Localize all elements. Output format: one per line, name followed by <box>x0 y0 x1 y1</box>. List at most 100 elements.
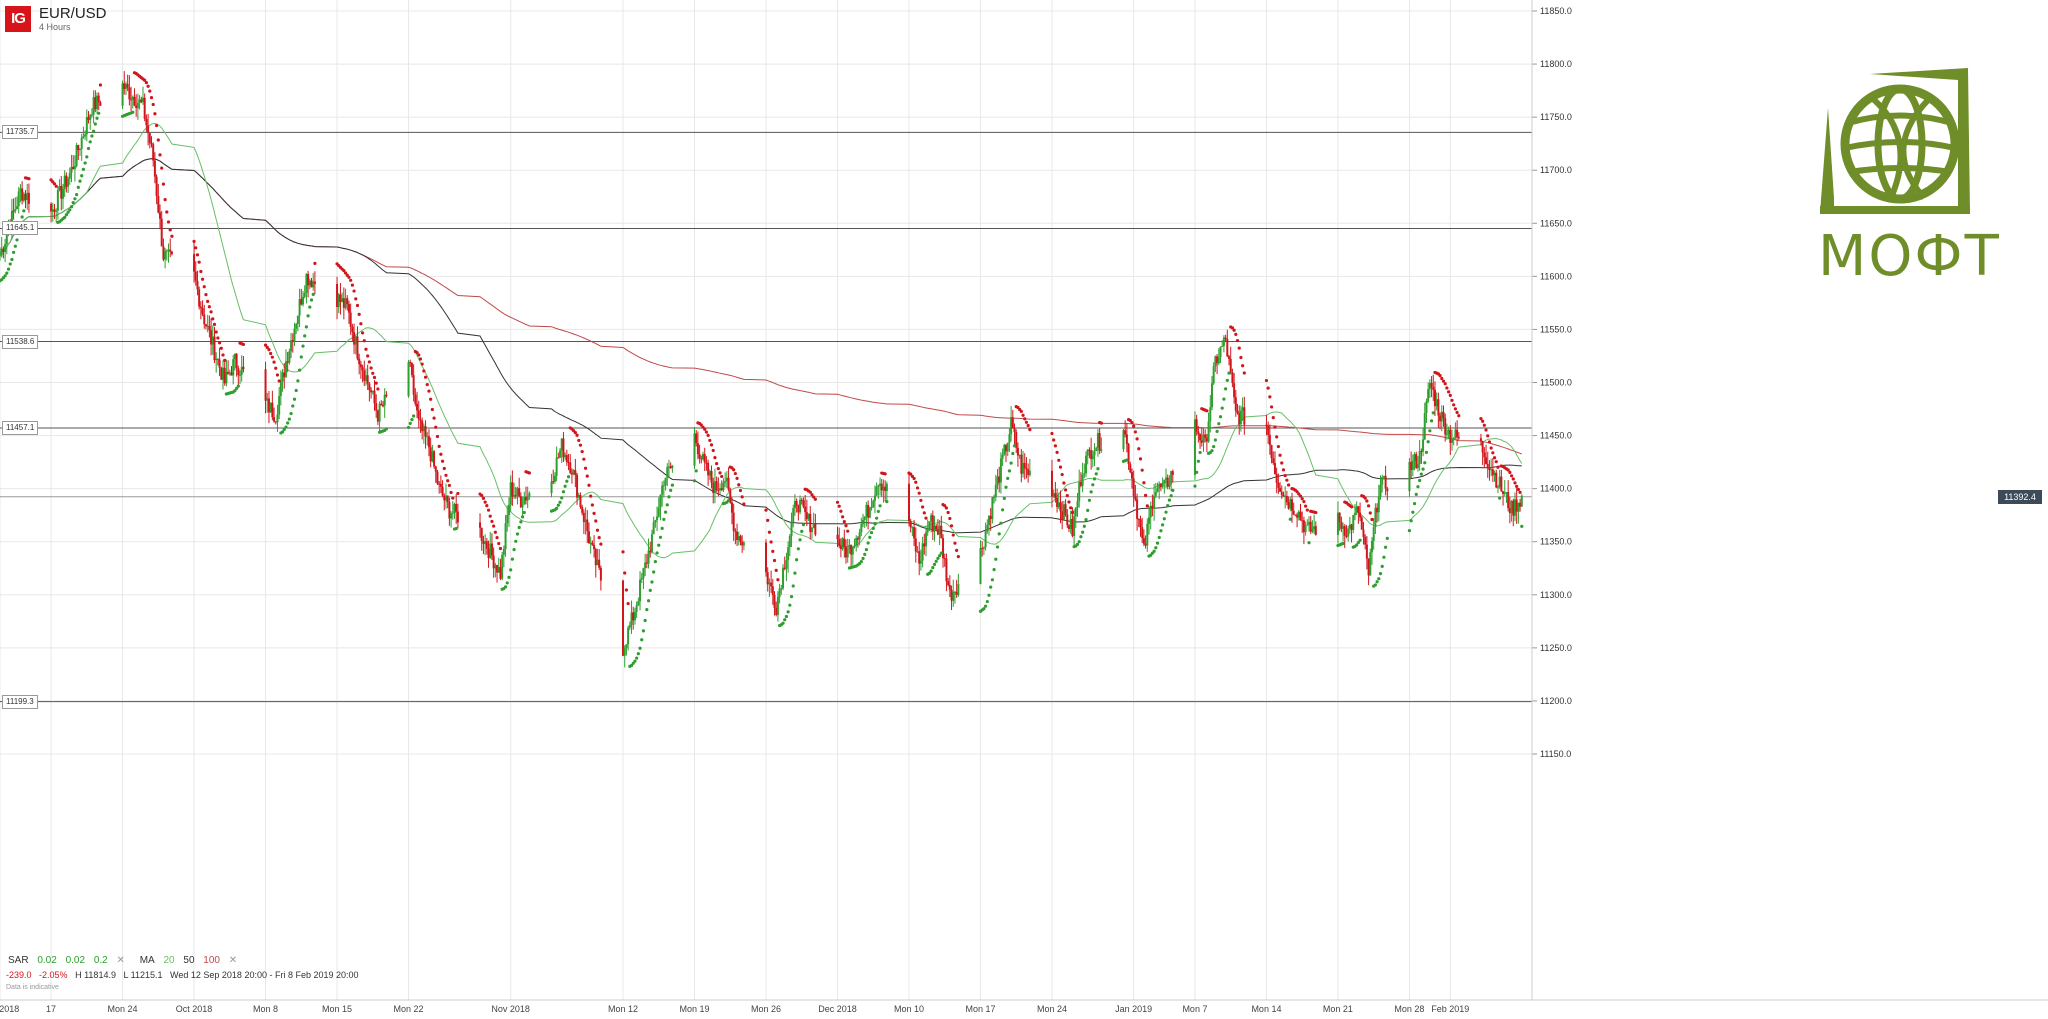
sar-dot <box>936 556 940 561</box>
candle-body <box>790 522 793 536</box>
sar-param-1[interactable]: 0.02 <box>37 955 57 966</box>
candle-body <box>1265 424 1268 426</box>
candle-body <box>730 502 733 513</box>
sar-dot <box>204 293 208 297</box>
sar-dot <box>783 618 787 622</box>
sar-dot <box>481 496 486 500</box>
candle-body <box>141 97 144 102</box>
candle-body <box>429 447 432 462</box>
candle-body <box>1384 475 1387 489</box>
candle-body <box>921 543 924 561</box>
sar-dot <box>311 292 315 296</box>
candle-body <box>1425 401 1428 414</box>
candle-body <box>288 351 291 363</box>
candle-body <box>935 525 938 530</box>
candle-body <box>0 255 1 257</box>
sar-dot <box>299 355 303 359</box>
candle-body <box>266 398 269 401</box>
sar-dot <box>6 267 11 271</box>
ig-logo: IG <box>5 6 31 32</box>
chart-title[interactable]: EUR/USD <box>39 5 107 22</box>
sar-dot <box>1198 450 1202 455</box>
price-info: -239.0 -2.05% H 11814.9 L 11215.1 Wed 12… <box>6 970 364 980</box>
sar-dot <box>580 449 584 454</box>
sar-dot <box>662 517 666 521</box>
sar-dot <box>1407 529 1412 533</box>
sar-dot <box>83 161 87 165</box>
candle-body <box>1217 357 1220 364</box>
sar-dot <box>912 476 916 481</box>
ma-param-20[interactable]: 20 <box>163 955 175 966</box>
sar-dot <box>946 510 950 515</box>
candle-body <box>645 562 648 564</box>
candle-body <box>80 137 83 149</box>
sar-dot <box>430 407 434 412</box>
timeframe-label[interactable]: 4 Hours <box>39 22 71 32</box>
ma-param-50[interactable]: 50 <box>183 955 195 966</box>
sar-dot <box>412 414 416 418</box>
sar-dot <box>354 297 358 301</box>
candle-body <box>1280 491 1283 495</box>
sar-label[interactable]: SAR <box>8 955 29 966</box>
sar-dot <box>265 345 269 349</box>
candle-body <box>60 186 63 199</box>
candle-body <box>26 192 29 201</box>
sar-dot <box>85 155 89 159</box>
sar-dot <box>1094 472 1098 476</box>
candle-body <box>194 271 197 281</box>
candle-body <box>1502 491 1505 495</box>
sar-dot <box>1518 490 1522 494</box>
candle-body <box>865 504 868 517</box>
sar-dot <box>1062 481 1066 485</box>
ma-close-icon[interactable]: ✕ <box>228 955 238 966</box>
sar-dot <box>776 578 780 582</box>
ma-param-100[interactable]: 100 <box>203 955 220 966</box>
sar-dot <box>1220 406 1224 410</box>
sar-close-icon[interactable]: ✕ <box>116 955 125 966</box>
sar-dot <box>1242 371 1246 375</box>
sar-dot <box>921 505 925 509</box>
candle-body <box>799 499 802 513</box>
candle-body <box>657 507 660 517</box>
y-tick-label: 11350.0 <box>1540 537 1572 547</box>
candle-body <box>1226 338 1229 357</box>
candle-body <box>1158 483 1161 489</box>
candle-body <box>696 443 699 455</box>
candle-body <box>84 134 87 137</box>
sar-dot <box>211 317 215 321</box>
sar-dot <box>480 493 484 498</box>
candle-body <box>213 336 216 361</box>
sar-dot <box>274 366 278 370</box>
sar-dot <box>640 638 644 642</box>
candle-body <box>984 531 987 548</box>
sar-dot <box>451 496 455 500</box>
sar-dot <box>587 483 591 487</box>
sar-dot <box>78 179 82 183</box>
sar-dot <box>699 423 703 427</box>
candle-body <box>453 504 456 513</box>
candle-body <box>303 292 306 297</box>
sar-dot <box>864 547 869 552</box>
candle-body <box>67 178 70 187</box>
ma-label[interactable]: MA <box>139 955 155 966</box>
candle-body <box>1165 477 1168 480</box>
sar-dot <box>216 336 220 340</box>
candle-body <box>695 433 698 444</box>
sar-dot <box>515 532 520 536</box>
sar-dot <box>1169 494 1173 498</box>
sar-dot <box>740 495 744 499</box>
sar-dot <box>522 510 526 515</box>
sar-param-2[interactable]: 0.02 <box>65 955 86 966</box>
candle-body <box>855 537 858 546</box>
sar-dot <box>766 518 770 522</box>
sar-dot <box>446 479 450 483</box>
candle-body <box>1132 478 1135 497</box>
sar-dot <box>582 457 586 461</box>
candle-body <box>987 516 990 526</box>
candle-body <box>160 218 163 247</box>
x-tick-label: Nov 2018 <box>491 1004 530 1014</box>
y-tick-label: 11300.0 <box>1540 590 1572 600</box>
sar-param-3[interactable]: 0.2 <box>93 955 108 966</box>
